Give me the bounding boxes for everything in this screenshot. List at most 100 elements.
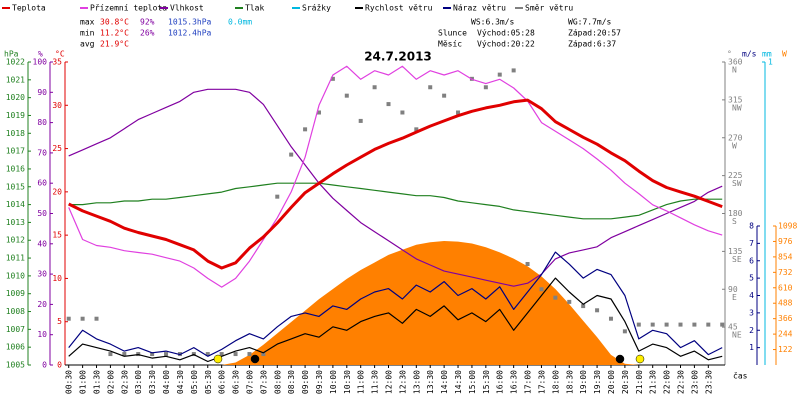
direction-point xyxy=(622,329,627,334)
x-tick-label: 17:00 xyxy=(524,370,533,394)
axis-title: °C xyxy=(55,50,65,59)
direction-point xyxy=(706,322,711,327)
x-tick-label: 15:00 xyxy=(468,370,477,394)
series-line xyxy=(68,277,723,363)
stat-value: 1015.3hPa xyxy=(168,18,212,27)
y-axis: W 122 244 366 488 610 732 854 976 1098 xyxy=(773,50,797,365)
stat-label: min xyxy=(80,29,95,38)
compass-label: SW xyxy=(732,179,742,188)
y-tick-label: 50 xyxy=(37,209,47,218)
y-tick-label: 10 xyxy=(37,330,47,339)
direction-point xyxy=(650,322,655,327)
direction-point xyxy=(316,110,321,115)
direction-point xyxy=(94,316,99,321)
legend-label: Vlhkost xyxy=(170,4,204,13)
y-tick-label: 1019 xyxy=(6,111,25,120)
y-tick-label: 0 xyxy=(57,361,62,370)
x-tick-label: 21:00 xyxy=(635,370,644,394)
axis-title: mm xyxy=(762,50,772,59)
direction-point xyxy=(636,322,641,327)
y-tick-label: 1017 xyxy=(6,147,25,156)
solar-area xyxy=(68,240,723,365)
y-tick-label: 732 xyxy=(778,268,793,277)
sun-moon-marker xyxy=(250,354,260,364)
legend-item: Tlak xyxy=(235,4,264,13)
x-tick-label: 04:00 xyxy=(162,370,171,394)
y-tick-label: 488 xyxy=(778,299,793,308)
stat-label: avg xyxy=(80,40,95,49)
direction-point xyxy=(442,93,447,98)
direction-point xyxy=(303,127,308,132)
x-tick-label: 18:00 xyxy=(551,370,560,394)
x-tick-label: 23:30 xyxy=(704,370,713,394)
legend-item: Srážky xyxy=(292,4,331,13)
y-tick-label: 135 xyxy=(728,247,743,256)
y-tick-label: 1007 xyxy=(6,325,25,334)
direction-point xyxy=(150,352,155,357)
direction-point xyxy=(497,72,502,77)
x-tick-label: 23:00 xyxy=(690,370,699,394)
direction-point xyxy=(205,352,210,357)
y-tick-label: 2 xyxy=(749,326,754,335)
stat-value: Východ:05:28 xyxy=(477,29,535,38)
direction-point xyxy=(483,85,488,90)
legend-label: Náraz větru xyxy=(453,4,506,13)
direction-point xyxy=(386,102,391,107)
y-tick-label: 40 xyxy=(37,239,47,248)
x-tick-label: 22:30 xyxy=(677,370,686,394)
y-tick-label: 360 xyxy=(728,58,743,67)
compass-label: NW xyxy=(732,103,742,112)
sun-moon-marker xyxy=(213,354,223,364)
y-tick-label: 15 xyxy=(52,231,62,240)
legend-label: Teplota xyxy=(12,4,46,13)
y-tick-label: 7 xyxy=(749,239,754,248)
y-tick-label: 1011 xyxy=(6,254,25,263)
y-tick-label: 70 xyxy=(37,148,47,157)
x-tick-label: 09:00 xyxy=(301,370,310,394)
direction-point xyxy=(289,152,294,157)
y-axis: mm1 xyxy=(762,50,773,365)
x-tick-label: 06:30 xyxy=(232,370,241,394)
x-tick-label: 09:30 xyxy=(315,370,324,394)
y-tick-label: 1008 xyxy=(6,307,25,316)
y-tick-label: 1006 xyxy=(6,343,25,352)
direction-point xyxy=(80,316,85,321)
x-tick-label: 02:30 xyxy=(120,370,129,394)
series-line xyxy=(68,65,723,288)
stat-value: 1012.4hPa xyxy=(168,29,212,38)
y-tick-label: 90 xyxy=(728,285,738,294)
legend-label: Přízemní teplota xyxy=(90,4,167,13)
direction-point xyxy=(275,194,280,199)
compass-label: S xyxy=(732,217,737,226)
direction-point xyxy=(164,352,169,357)
y-tick-label: 1 xyxy=(768,58,773,67)
x-tick-label: 07:00 xyxy=(245,370,254,394)
y-tick-label: 30 xyxy=(52,101,62,110)
y-tick-label: 854 xyxy=(778,252,793,261)
y-tick-label: 10 xyxy=(52,274,62,283)
series-line xyxy=(68,251,723,357)
y-tick-label: 1021 xyxy=(6,75,25,84)
y-tick-label: 8 xyxy=(749,222,754,231)
stat-value: 21.9°C xyxy=(100,40,129,49)
y-tick-label: 3 xyxy=(749,308,754,317)
stat-label: Měsíc xyxy=(438,40,462,49)
x-tick-label: 01:00 xyxy=(79,370,88,394)
axis-title: hPa xyxy=(4,50,19,59)
direction-point xyxy=(219,352,224,357)
x-tick-label: 04:30 xyxy=(176,370,185,394)
x-tick-label: 10:00 xyxy=(329,370,338,394)
x-tick-label: 11:00 xyxy=(357,370,366,394)
x-tick-label: 05:00 xyxy=(190,370,199,394)
x-tick-label: 19:30 xyxy=(593,370,602,394)
stat-label: Slunce xyxy=(438,29,467,38)
direction-point xyxy=(247,352,252,357)
x-tick-label: 11:30 xyxy=(371,370,380,394)
x-tick-label: 18:30 xyxy=(565,370,574,394)
y-tick-label: 6 xyxy=(749,256,754,265)
x-tick-label: 20:00 xyxy=(607,370,616,394)
y-tick-label: 1013 xyxy=(6,218,25,227)
y-tick-label: 100 xyxy=(33,58,48,67)
y-axis: m/s 1 2 3 4 5 6 7 8 xyxy=(742,50,760,365)
